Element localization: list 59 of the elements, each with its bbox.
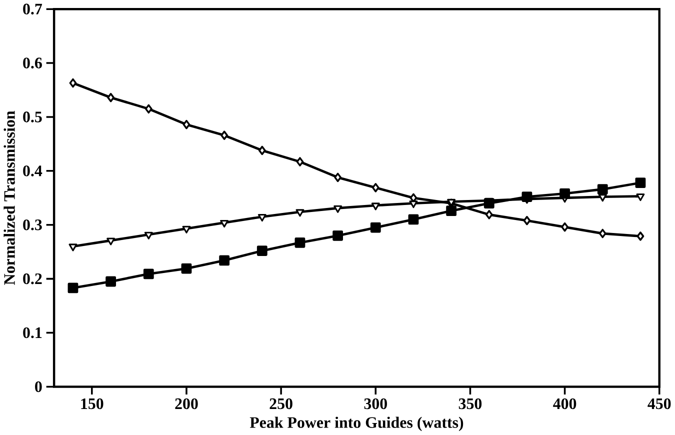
point: [182, 226, 191, 234]
point: [485, 210, 493, 220]
x-axis-title: Peak Power into Guides (watts): [250, 416, 464, 432]
point: [523, 216, 531, 226]
point: [106, 276, 116, 287]
point: [144, 104, 152, 114]
point: [68, 282, 78, 294]
point: [107, 92, 115, 102]
point: [258, 146, 266, 156]
point: [220, 130, 228, 140]
y-axis-title: Normalized Transmission: [4, 110, 15, 285]
y-tick-label: 0.1: [23, 327, 42, 338]
point: [220, 220, 229, 228]
point: [370, 222, 381, 233]
point: [408, 214, 419, 225]
point: [446, 206, 456, 216]
y-tick-label: 0.3: [23, 220, 42, 230]
y-tick-label: 0.5: [23, 112, 42, 122]
point: [69, 78, 77, 88]
y-tick-label: 0: [35, 381, 42, 392]
point: [334, 205, 342, 213]
y-tick-label: 0.7: [23, 4, 42, 15]
x-tick-label: 350: [458, 398, 482, 410]
point: [598, 194, 607, 202]
x-tick-label: 400: [553, 398, 576, 410]
point: [598, 228, 606, 238]
point: [372, 183, 380, 192]
point: [296, 209, 304, 217]
point: [636, 194, 645, 202]
x-tick-label: 150: [81, 398, 104, 410]
point: [597, 184, 608, 195]
point: [561, 222, 568, 232]
point: [636, 232, 644, 241]
point: [409, 200, 418, 208]
point: [332, 230, 344, 241]
x-tick-label: 300: [364, 398, 387, 410]
point: [484, 198, 494, 209]
point: [106, 238, 116, 246]
x-tick-label: 250: [270, 398, 292, 410]
point: [294, 238, 306, 248]
point: [182, 120, 190, 130]
x-tick-label: 200: [175, 398, 198, 410]
point: [181, 263, 192, 274]
point: [219, 255, 230, 266]
point: [560, 188, 570, 199]
point: [371, 202, 380, 210]
point: [296, 157, 304, 166]
x-tick-label: 450: [648, 398, 671, 410]
point: [522, 192, 532, 202]
point: [334, 172, 342, 182]
y-tick-label: 0.6: [23, 58, 42, 69]
y-tick-label: 0.4: [23, 166, 42, 176]
y-tick-label: 0.2: [23, 273, 42, 284]
point: [143, 268, 154, 280]
point: [258, 214, 266, 222]
point: [256, 246, 268, 256]
point: [635, 178, 646, 188]
point: [144, 232, 153, 240]
point: [68, 244, 78, 252]
